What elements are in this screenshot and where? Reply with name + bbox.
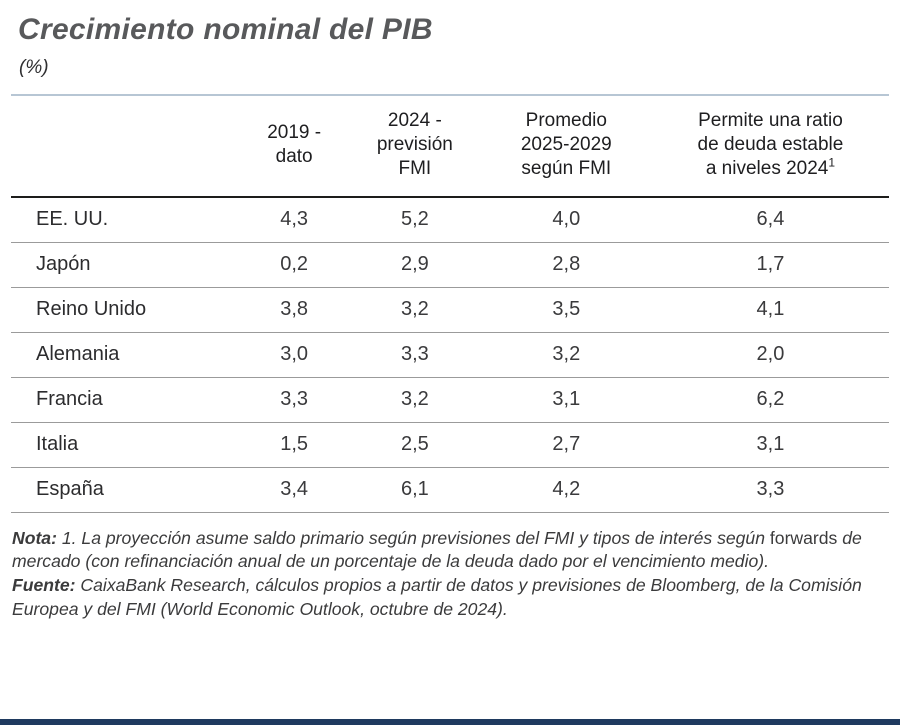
value-cell: 5,2 xyxy=(349,196,481,243)
value-cell: 1,5 xyxy=(239,422,350,468)
value-cell: 2,5 xyxy=(349,422,481,468)
country-cell: Alemania xyxy=(11,332,240,378)
value-cell: 3,2 xyxy=(480,332,652,378)
value-cell: 3,2 xyxy=(349,287,481,333)
value-cell: 3,1 xyxy=(651,422,889,468)
table-row: Japón 0,2 2,9 2,8 1,7 xyxy=(11,242,889,288)
header-col-4: Permite una ratio de deuda estable a nivel… xyxy=(651,94,889,198)
value-cell: 3,4 xyxy=(239,467,350,513)
header-row: 2019 - dato 2024 - previsión FMI Promedio 2025… xyxy=(11,94,889,198)
foreign-word: forwards xyxy=(769,527,838,548)
figure-bottom-rule xyxy=(0,719,900,725)
value-cell: 0,2 xyxy=(239,242,350,288)
note-text: Nota: 1. La proyección asume saldo prima… xyxy=(12,527,862,572)
value-cell: 4,1 xyxy=(651,287,889,333)
value-cell: 6,4 xyxy=(651,196,889,243)
header-col-3: Promedio 2025-2029 según FMI xyxy=(480,94,652,198)
value-cell: 2,7 xyxy=(480,422,652,468)
header-country-blank xyxy=(11,94,240,198)
value-cell: 1,7 xyxy=(651,242,889,288)
value-cell: 2,8 xyxy=(480,242,652,288)
country-cell: EE. UU. xyxy=(11,196,240,243)
source-label: Fuente: xyxy=(12,574,76,595)
gdp-growth-table: 2019 - dato 2024 - previsión FMI Promedio 2025… xyxy=(11,94,889,513)
value-cell: 6,2 xyxy=(651,377,889,423)
table-row: Alemania 3,0 3,3 3,2 2,0 xyxy=(11,332,889,378)
header-col-1: 2019 - dato xyxy=(239,94,350,198)
header-col-2: 2024 - previsión FMI xyxy=(349,94,481,198)
value-cell: 2,9 xyxy=(349,242,481,288)
value-cell: 2,0 xyxy=(651,332,889,378)
table-header: 2019 - dato 2024 - previsión FMI Promedio 2025… xyxy=(11,94,889,198)
table-row: EE. UU. 4,3 5,2 4,0 6,4 xyxy=(11,196,889,243)
value-cell: 3,3 xyxy=(239,377,350,423)
table-body: EE. UU. 4,3 5,2 4,0 6,4 Japón 0,2 2,9 2,8 1,7 Rein… xyxy=(11,196,889,513)
page-title: Crecimiento nominal del PIB xyxy=(18,13,433,46)
country-cell: Italia xyxy=(11,422,240,468)
value-cell: 3,3 xyxy=(349,332,481,378)
country-cell: Japón xyxy=(11,242,240,288)
source-text: Fuente: CaixaBank Research, cálculos pro… xyxy=(12,574,862,619)
units-subtitle: (%) xyxy=(19,57,49,78)
value-cell: 4,0 xyxy=(480,196,652,243)
value-cell: 4,3 xyxy=(239,196,350,243)
value-cell: 3,1 xyxy=(480,377,652,423)
value-cell: 3,0 xyxy=(239,332,350,378)
value-cell: 3,8 xyxy=(239,287,350,333)
value-cell: 6,1 xyxy=(349,467,481,513)
country-cell: España xyxy=(11,467,240,513)
country-cell: Reino Unido xyxy=(11,287,240,333)
table-row: España 3,4 6,1 4,2 3,3 xyxy=(11,467,889,513)
table-row: Francia 3,3 3,2 3,1 6,2 xyxy=(11,377,889,423)
footnotes: Nota: 1. La proyección asume saldo prima… xyxy=(12,527,884,621)
value-cell: 3,3 xyxy=(651,467,889,513)
value-cell: 4,2 xyxy=(480,467,652,513)
value-cell: 3,5 xyxy=(480,287,652,333)
note-label: Nota: xyxy=(12,527,57,548)
country-cell: Francia xyxy=(11,377,240,423)
value-cell: 3,2 xyxy=(349,377,481,423)
table-row: Reino Unido 3,8 3,2 3,5 4,1 xyxy=(11,287,889,333)
table-row: Italia 1,5 2,5 2,7 3,1 xyxy=(11,422,889,468)
